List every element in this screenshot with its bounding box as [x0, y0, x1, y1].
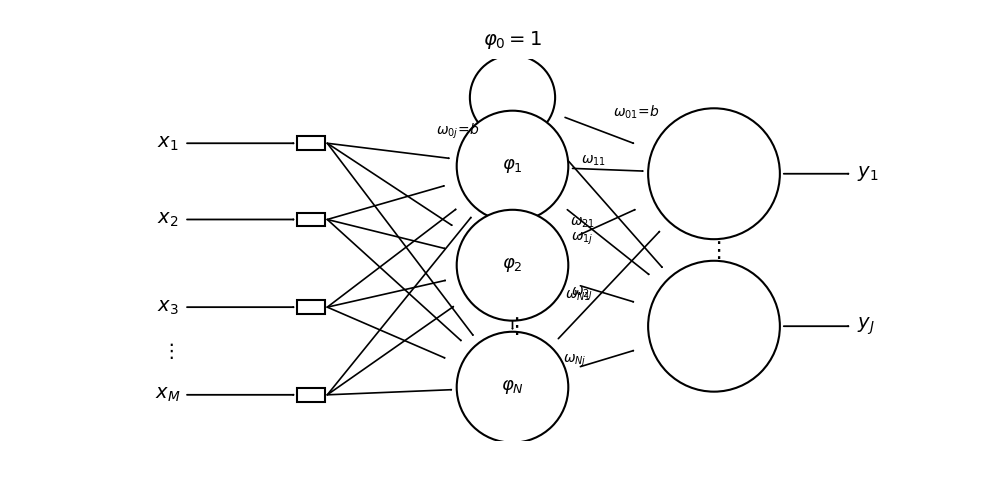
Text: $\omega_{21}$: $\omega_{21}$ [570, 216, 595, 231]
Text: $y_J$: $y_J$ [857, 315, 875, 337]
Text: $\omega_{11}$: $\omega_{11}$ [581, 153, 606, 168]
Text: $\varphi_0=1$: $\varphi_0=1$ [483, 29, 542, 51]
Ellipse shape [457, 111, 568, 222]
Text: $\omega_{2j}$: $\omega_{2j}$ [571, 286, 594, 302]
Text: $\omega_{1j}$: $\omega_{1j}$ [571, 230, 594, 247]
FancyBboxPatch shape [297, 137, 325, 150]
Text: $y_1$: $y_1$ [857, 164, 879, 183]
Text: $\omega_{0j}\!=\!b$: $\omega_{0j}\!=\!b$ [436, 122, 480, 142]
Text: $\omega_{01}\!=\!b$: $\omega_{01}\!=\!b$ [613, 104, 660, 121]
FancyBboxPatch shape [297, 213, 325, 226]
Text: $\vdots$: $\vdots$ [505, 315, 520, 337]
Ellipse shape [648, 108, 780, 239]
Text: $\varphi_N$: $\varphi_N$ [501, 378, 524, 396]
Text: $\varphi_1$: $\varphi_1$ [502, 157, 523, 175]
Text: $x_2$: $x_2$ [157, 210, 178, 229]
Ellipse shape [648, 261, 780, 392]
Ellipse shape [457, 210, 568, 321]
Text: $\omega_{Nj}$: $\omega_{Nj}$ [563, 352, 586, 369]
FancyBboxPatch shape [297, 388, 325, 401]
Text: $\vdots$: $\vdots$ [707, 239, 721, 261]
Text: $x_M$: $x_M$ [155, 385, 180, 404]
FancyBboxPatch shape [297, 300, 325, 314]
Ellipse shape [457, 332, 568, 443]
Text: $x_3$: $x_3$ [157, 297, 178, 317]
Text: $\vdots$: $\vdots$ [161, 341, 174, 361]
Text: $x_1$: $x_1$ [157, 134, 178, 153]
Ellipse shape [470, 55, 555, 140]
Text: $\varphi_2$: $\varphi_2$ [502, 256, 523, 274]
Text: $\omega_{N1}$: $\omega_{N1}$ [565, 289, 591, 303]
